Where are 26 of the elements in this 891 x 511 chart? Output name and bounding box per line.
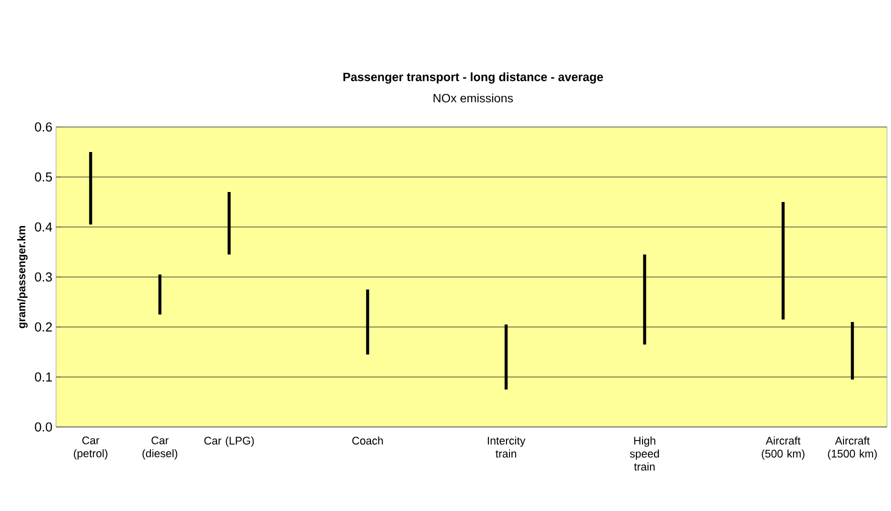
- x-tick-label: Aircraft (1500 km): [828, 436, 877, 460]
- x-tick-label: High speed train: [630, 436, 659, 471]
- x-tick-label: Aircraft (500 km): [762, 436, 804, 460]
- y-tick-label: 0.2: [34, 322, 52, 332]
- x-tick-label: Car (diesel): [142, 436, 178, 460]
- y-tick-label: 0.6: [34, 122, 52, 132]
- x-tick-label: Coach: [352, 436, 383, 445]
- y-tick-label: 0.0: [34, 422, 52, 432]
- bar: [850, 322, 854, 380]
- chart-subtitle: NOx emissions: [434, 94, 513, 102]
- x-tick-label: Intercity train: [488, 436, 526, 458]
- y-axis-title: gram/passenger.km: [17, 226, 28, 328]
- bar: [782, 202, 785, 320]
- x-tick-label: Car (petrol): [74, 436, 108, 460]
- y-tick-label: 0.1: [34, 372, 52, 382]
- bar: [158, 274, 162, 314]
- bar: [228, 192, 231, 254]
- bar: [643, 254, 646, 344]
- bar: [366, 289, 370, 354]
- bar: [89, 152, 92, 224]
- x-tick-label: Car (LPG): [204, 436, 254, 447]
- y-tick-label: 0.4: [34, 222, 52, 232]
- bar: [504, 324, 508, 390]
- y-tick-label: 0.5: [34, 172, 52, 182]
- y-tick-label: 0.3: [34, 272, 52, 282]
- chart-title: Passenger transport - long distance - average: [343, 72, 603, 84]
